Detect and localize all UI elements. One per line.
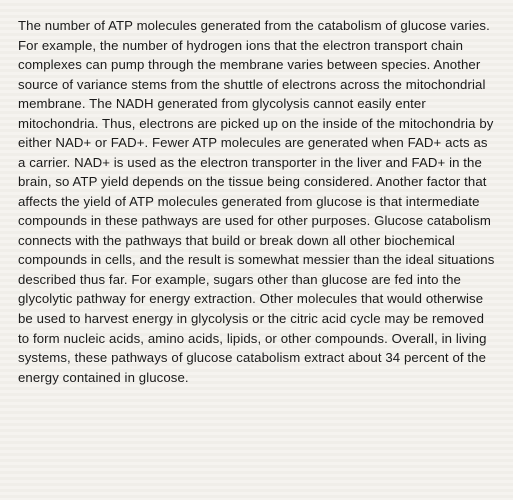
document-page: The number of ATP molecules generated fr… — [0, 0, 513, 500]
body-paragraph: The number of ATP molecules generated fr… — [18, 16, 495, 387]
